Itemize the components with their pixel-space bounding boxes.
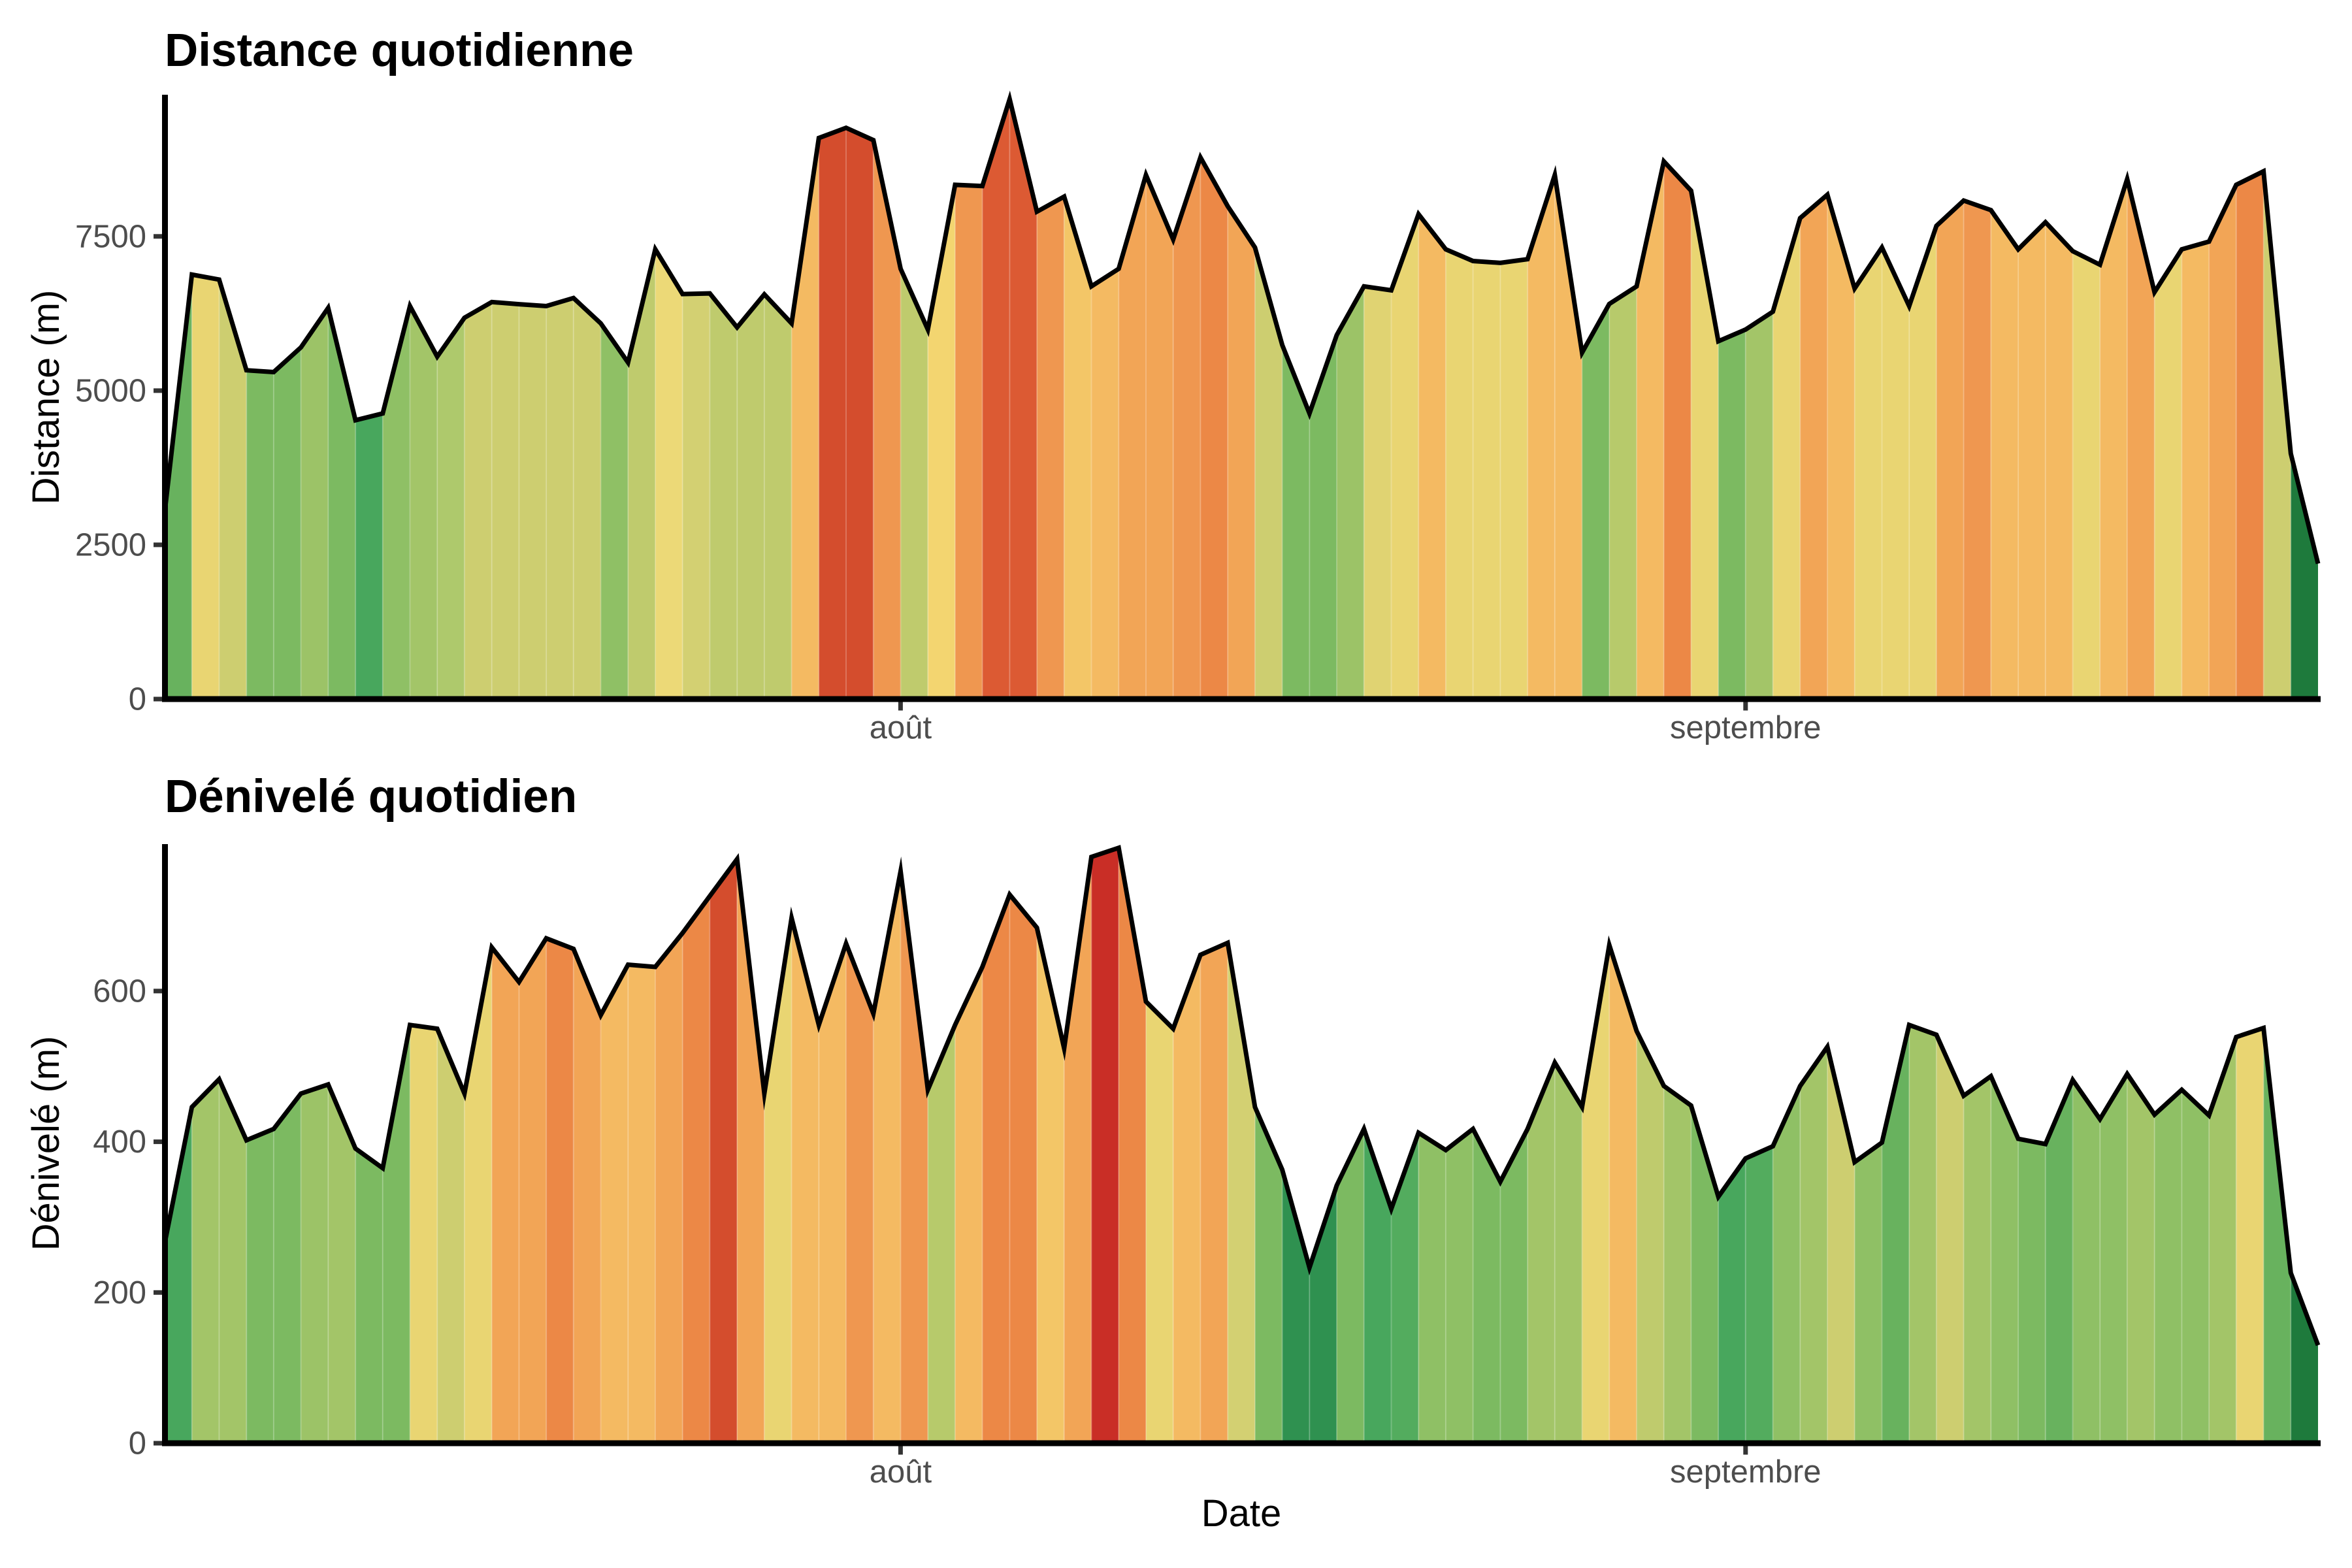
svg-text:0: 0 (129, 682, 146, 717)
svg-text:août: août (870, 1454, 932, 1490)
svg-text:septembre: septembre (1670, 710, 1821, 745)
svg-text:600: 600 (93, 973, 146, 1009)
svg-text:août: août (870, 710, 932, 745)
svg-text:5000: 5000 (75, 373, 146, 408)
svg-text:septembre: septembre (1670, 1454, 1821, 1490)
svg-text:Distance (m): Distance (m) (25, 290, 67, 505)
svg-text:2500: 2500 (75, 527, 146, 563)
svg-text:Distance quotidienne: Distance quotidienne (165, 25, 634, 76)
svg-text:400: 400 (93, 1124, 146, 1160)
svg-text:Date: Date (1201, 1492, 1282, 1535)
svg-text:Dénivelé (m): Dénivelé (m) (25, 1036, 67, 1251)
svg-text:Dénivelé quotidien: Dénivelé quotidien (165, 771, 577, 823)
svg-text:0: 0 (129, 1426, 146, 1462)
svg-text:7500: 7500 (75, 219, 146, 254)
svg-text:200: 200 (93, 1275, 146, 1311)
